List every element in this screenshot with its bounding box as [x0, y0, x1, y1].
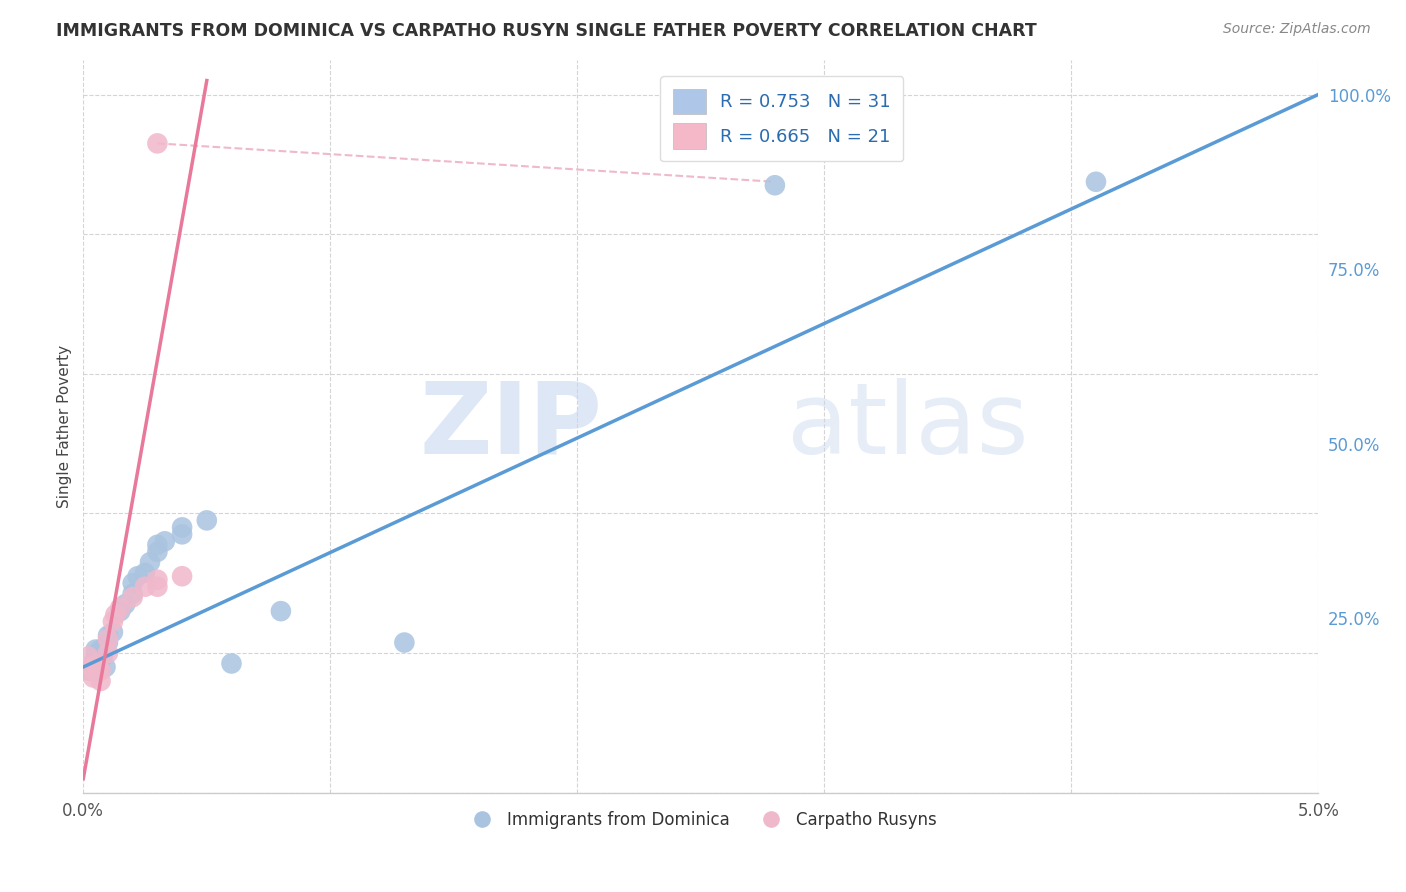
Point [153, 534, 176, 549]
Point [134, 580, 156, 594]
Point [104, 607, 127, 622]
Text: ZIP: ZIP [419, 377, 602, 475]
Point [127, 569, 149, 583]
Point [91, 649, 114, 664]
Point [82, 657, 104, 671]
Point [146, 136, 169, 151]
Point [82, 657, 104, 671]
Point [146, 580, 169, 594]
Point [146, 538, 169, 552]
Point [97, 646, 120, 660]
Y-axis label: Single Father Poverty: Single Father Poverty [58, 344, 72, 508]
Point [84, 649, 107, 664]
Point [134, 566, 156, 580]
Point [84, 664, 107, 678]
Point [87, 664, 110, 678]
Point [139, 555, 162, 569]
Point [195, 513, 218, 527]
Point [87, 649, 110, 664]
Point [114, 597, 136, 611]
Point [94, 660, 117, 674]
Point [97, 632, 120, 646]
Point [110, 600, 132, 615]
Point [87, 660, 110, 674]
Point [172, 520, 194, 534]
Point [110, 604, 132, 618]
Point [77, 664, 100, 678]
Point [121, 590, 143, 604]
Text: atlas: atlas [787, 377, 1029, 475]
Point [87, 646, 110, 660]
Point [121, 587, 143, 601]
Point [146, 573, 169, 587]
Point [172, 527, 194, 541]
Point [77, 649, 100, 664]
Point [80, 664, 103, 678]
Point [84, 642, 107, 657]
Text: Source: ZipAtlas.com: Source: ZipAtlas.com [1223, 22, 1371, 37]
Point [90, 673, 112, 688]
Point [221, 657, 243, 671]
Point [146, 545, 169, 559]
Point [270, 604, 292, 618]
Text: IMMIGRANTS FROM DOMINICA VS CARPATHO RUSYN SINGLE FATHER POVERTY CORRELATION CHA: IMMIGRANTS FROM DOMINICA VS CARPATHO RUS… [56, 22, 1038, 40]
Point [97, 635, 120, 649]
Legend: Immigrants from Dominica, Carpatho Rusyns: Immigrants from Dominica, Carpatho Rusyn… [458, 805, 943, 836]
Point [90, 649, 112, 664]
Point [172, 569, 194, 583]
Point [763, 178, 786, 193]
Point [101, 615, 124, 629]
Point [82, 670, 104, 684]
Point [1085, 175, 1108, 189]
Point [121, 576, 143, 591]
Point [101, 625, 124, 640]
Point [80, 660, 103, 674]
Point [90, 664, 112, 678]
Point [394, 635, 416, 649]
Point [90, 642, 112, 657]
Point [82, 664, 104, 678]
Point [84, 657, 107, 671]
Point [97, 629, 120, 643]
